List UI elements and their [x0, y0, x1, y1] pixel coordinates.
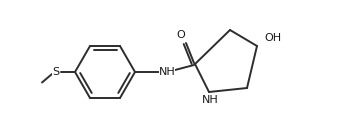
Text: OH: OH: [264, 33, 282, 43]
Text: O: O: [177, 30, 185, 40]
Text: S: S: [53, 67, 60, 77]
Text: NH: NH: [202, 95, 218, 105]
Text: NH: NH: [159, 67, 175, 77]
